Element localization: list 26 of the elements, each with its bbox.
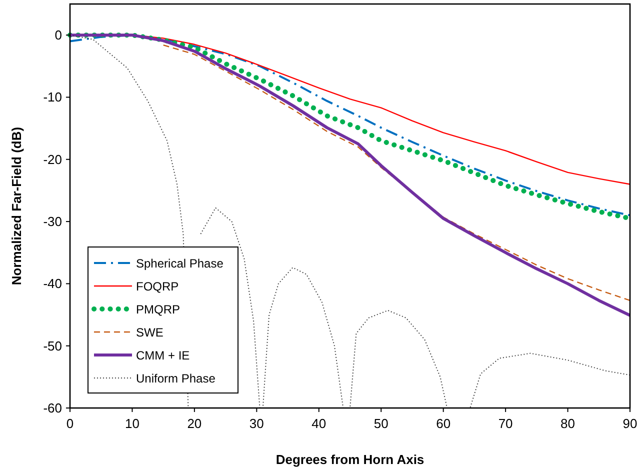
- y-tick-label: -60: [43, 400, 62, 416]
- x-tick-label: 50: [374, 416, 388, 431]
- x-tick-label: 20: [187, 416, 202, 431]
- x-tick-label: 90: [622, 416, 638, 431]
- legend-label: Spherical Phase: [136, 256, 224, 270]
- x-tick-label: 60: [436, 416, 451, 431]
- y-tick-label: -10: [43, 90, 62, 105]
- legend-label: PMQRP: [136, 302, 180, 316]
- y-tick-label: 0: [54, 28, 62, 43]
- legend-label: SWE: [136, 326, 164, 340]
- x-tick-label: 40: [312, 416, 326, 431]
- x-tick-label: 70: [498, 416, 513, 431]
- legend-label: FOQRP: [136, 280, 179, 294]
- y-tick-label: -30: [43, 214, 62, 230]
- legend-label: CMM + IE: [136, 348, 190, 362]
- y-axis-title: Normalized Far-Field (dB): [9, 126, 24, 286]
- x-tick-label: 10: [124, 416, 140, 431]
- x-tick-label: 30: [249, 416, 264, 431]
- x-tick-label: 80: [560, 416, 576, 431]
- y-tick-label: -40: [43, 276, 62, 292]
- y-tick-label: -20: [43, 152, 62, 167]
- x-tick-label: 0: [66, 416, 74, 431]
- x-axis-title: Degrees from Horn Axis: [276, 452, 424, 467]
- legend-label: Uniform Phase: [136, 372, 216, 386]
- y-tick-label: -50: [43, 338, 62, 354]
- line-series: [68, 34, 632, 317]
